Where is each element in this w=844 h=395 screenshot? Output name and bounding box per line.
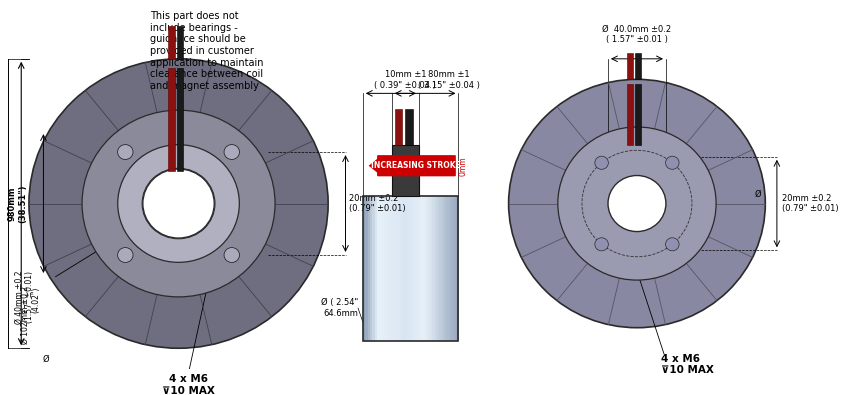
Circle shape xyxy=(594,156,608,169)
Bar xyxy=(417,196,420,341)
Bar xyxy=(168,68,175,171)
Circle shape xyxy=(117,248,133,263)
Text: 20mm ±0.2
(0.79" ±0.01): 20mm ±0.2 (0.79" ±0.01) xyxy=(349,194,405,213)
Bar xyxy=(626,53,632,79)
Bar xyxy=(381,196,384,341)
Bar xyxy=(396,196,398,341)
Bar xyxy=(391,196,394,341)
Bar xyxy=(370,196,372,341)
Circle shape xyxy=(82,110,275,297)
Bar xyxy=(408,196,411,341)
Bar xyxy=(176,26,183,59)
Bar xyxy=(434,196,437,341)
Circle shape xyxy=(557,127,715,280)
Text: 20mm ±0.2
(0.79" ±0.01): 20mm ±0.2 (0.79" ±0.01) xyxy=(781,194,837,213)
FancyBboxPatch shape xyxy=(377,156,455,176)
Text: This part does not
include bearings -
guidance should be
provided in customer
ap: This part does not include bearings - gu… xyxy=(149,11,262,91)
Circle shape xyxy=(29,59,327,348)
Text: 10mm ±1
( 0.39" ±0.04 ): 10mm ±1 ( 0.39" ±0.04 ) xyxy=(374,70,436,90)
Bar xyxy=(430,196,432,341)
Bar xyxy=(365,196,368,341)
Bar xyxy=(393,196,397,341)
Circle shape xyxy=(143,169,214,238)
Bar xyxy=(410,196,413,341)
Circle shape xyxy=(224,248,239,263)
Bar xyxy=(387,196,389,341)
Bar xyxy=(446,196,449,341)
Circle shape xyxy=(608,175,665,231)
Bar xyxy=(451,196,453,341)
Bar xyxy=(398,196,401,341)
Bar xyxy=(392,145,419,196)
Text: Ø: Ø xyxy=(43,355,50,364)
Circle shape xyxy=(665,238,679,251)
Text: 0mm: 0mm xyxy=(458,156,467,175)
Bar xyxy=(441,196,444,341)
Text: 4 x M6
⊽10 MAX: 4 x M6 ⊽10 MAX xyxy=(161,374,214,395)
Bar xyxy=(403,196,406,341)
Bar xyxy=(453,196,456,341)
Bar xyxy=(439,196,441,341)
Bar xyxy=(425,196,427,341)
Bar xyxy=(422,196,425,341)
Text: Ø: Ø xyxy=(754,190,760,199)
Circle shape xyxy=(665,156,679,169)
Polygon shape xyxy=(368,156,380,175)
Bar xyxy=(362,196,458,341)
Bar xyxy=(176,68,183,171)
Circle shape xyxy=(117,145,239,262)
Bar xyxy=(626,84,632,145)
Bar xyxy=(405,196,408,341)
Text: Ø 102mm ±0.2
(4.02"): Ø 102mm ±0.2 (4.02") xyxy=(21,286,41,344)
Bar xyxy=(427,196,430,341)
Text: 4 x M6
⊽10 MAX: 4 x M6 ⊽10 MAX xyxy=(660,354,713,375)
Text: Ø 40mm ±0.2
(1.57" ±0.01): Ø 40mm ±0.2 (1.57" ±0.01) xyxy=(14,271,34,324)
Bar xyxy=(415,196,418,341)
Bar xyxy=(456,196,458,341)
Bar xyxy=(413,196,415,341)
Bar xyxy=(376,196,380,341)
Bar xyxy=(436,196,439,341)
Text: Ø ( 2.54"
64.6mm: Ø ( 2.54" 64.6mm xyxy=(321,298,358,318)
Bar xyxy=(405,109,413,145)
Bar xyxy=(168,26,175,59)
Circle shape xyxy=(594,238,608,251)
Bar xyxy=(448,196,452,341)
Bar xyxy=(379,196,382,341)
Circle shape xyxy=(117,145,133,160)
Circle shape xyxy=(224,145,239,160)
Bar xyxy=(375,196,377,341)
Circle shape xyxy=(508,79,765,328)
Bar xyxy=(394,109,402,145)
Text: 980mm
(38.51"): 980mm (38.51") xyxy=(8,184,27,223)
Text: Ø  40.0mm ±0.2
( 1.57" ±0.01 ): Ø 40.0mm ±0.2 ( 1.57" ±0.01 ) xyxy=(602,24,671,44)
Bar xyxy=(401,196,403,341)
Bar xyxy=(362,196,365,341)
Text: INCREASING STROKE: INCREASING STROKE xyxy=(371,161,461,170)
Bar xyxy=(635,53,640,79)
Bar xyxy=(367,196,370,341)
Text: 80mm ±1
( 3.15" ±0.04 ): 80mm ±1 ( 3.15" ±0.04 ) xyxy=(418,70,479,90)
Bar xyxy=(389,196,392,341)
Bar xyxy=(431,196,435,341)
Bar xyxy=(635,84,640,145)
Bar xyxy=(372,196,375,341)
Bar xyxy=(384,196,387,341)
Bar xyxy=(419,196,423,341)
Circle shape xyxy=(142,168,214,239)
Bar xyxy=(444,196,446,341)
